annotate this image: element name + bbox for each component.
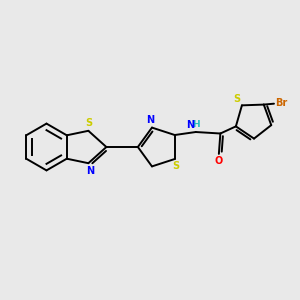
Text: N: N [146,115,154,125]
Text: S: S [85,118,92,128]
Text: Br: Br [275,98,287,108]
Text: N: N [187,119,195,130]
Text: S: S [173,161,180,172]
Text: S: S [233,94,240,104]
Text: N: N [86,166,94,176]
Text: O: O [215,155,223,166]
Text: H: H [192,120,200,129]
